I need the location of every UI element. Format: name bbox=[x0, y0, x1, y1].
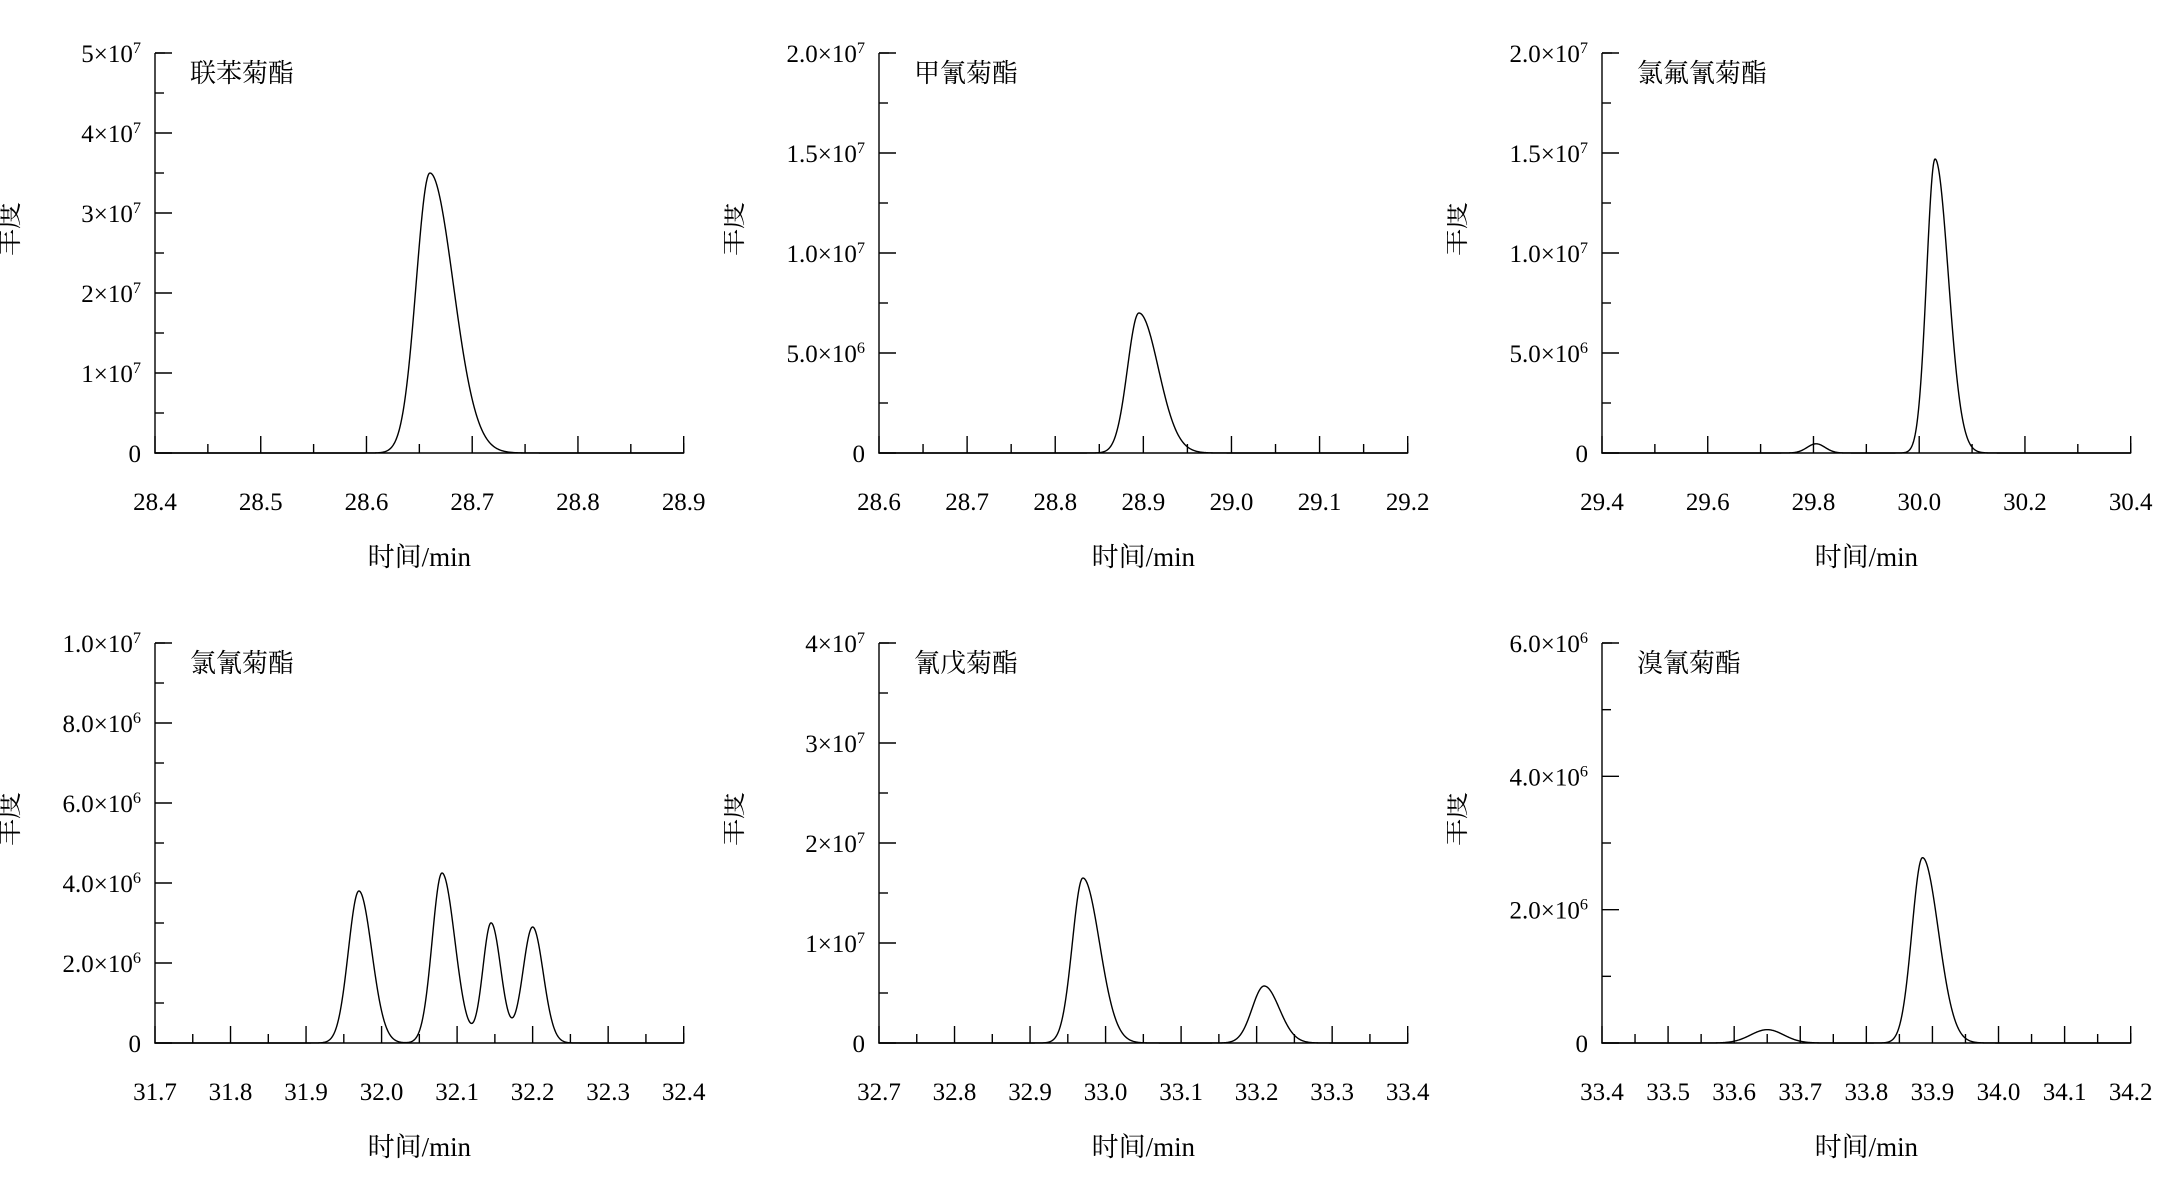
svg-text:32.2: 32.2 bbox=[511, 1078, 555, 1105]
svg-text:丰度: 丰度 bbox=[1447, 202, 1471, 256]
svg-text:33.2: 33.2 bbox=[1234, 1078, 1278, 1105]
svg-text:28.5: 28.5 bbox=[239, 489, 283, 516]
svg-text:4.0×106: 4.0×106 bbox=[63, 868, 141, 897]
svg-text:33.1: 33.1 bbox=[1159, 1078, 1203, 1105]
svg-text:丰度: 丰度 bbox=[724, 202, 748, 256]
svg-text:32.1: 32.1 bbox=[435, 1078, 479, 1105]
svg-text:29.2: 29.2 bbox=[1386, 489, 1430, 516]
svg-text:33.4: 33.4 bbox=[1386, 1078, 1430, 1105]
svg-text:氯氟氰菊酯: 氯氟氰菊酯 bbox=[1637, 59, 1767, 88]
svg-text:29.8: 29.8 bbox=[1792, 489, 1836, 516]
svg-text:31.9: 31.9 bbox=[284, 1078, 328, 1105]
svg-text:1.0×107: 1.0×107 bbox=[63, 629, 141, 658]
svg-text:时间/min: 时间/min bbox=[1091, 1131, 1195, 1161]
svg-text:1.5×107: 1.5×107 bbox=[786, 139, 864, 168]
svg-text:32.7: 32.7 bbox=[857, 1078, 901, 1105]
svg-text:28.7: 28.7 bbox=[450, 489, 494, 516]
svg-text:1.0×107: 1.0×107 bbox=[786, 239, 864, 268]
svg-text:31.8: 31.8 bbox=[209, 1078, 253, 1105]
svg-text:时间/min: 时间/min bbox=[1091, 542, 1195, 572]
svg-text:28.7: 28.7 bbox=[945, 489, 989, 516]
svg-text:34.2: 34.2 bbox=[2109, 1078, 2153, 1105]
svg-text:时间/min: 时间/min bbox=[368, 1131, 472, 1161]
svg-text:联苯菊酯: 联苯菊酯 bbox=[190, 59, 294, 88]
svg-text:时间/min: 时间/min bbox=[1815, 542, 1919, 572]
svg-text:29.0: 29.0 bbox=[1209, 489, 1253, 516]
svg-text:1×107: 1×107 bbox=[805, 928, 865, 957]
svg-text:0: 0 bbox=[1576, 441, 1589, 468]
svg-text:28.9: 28.9 bbox=[662, 489, 706, 516]
svg-text:2.0×107: 2.0×107 bbox=[1510, 39, 1588, 68]
svg-text:33.9: 33.9 bbox=[1911, 1078, 1955, 1105]
svg-text:丰度: 丰度 bbox=[724, 792, 748, 846]
svg-text:31.7: 31.7 bbox=[133, 1078, 177, 1105]
svg-text:29.4: 29.4 bbox=[1581, 489, 1625, 516]
svg-text:32.9: 32.9 bbox=[1008, 1078, 1052, 1105]
svg-text:32.4: 32.4 bbox=[662, 1078, 706, 1105]
svg-text:3×107: 3×107 bbox=[805, 729, 865, 758]
svg-text:8.0×106: 8.0×106 bbox=[63, 709, 141, 738]
svg-text:34.0: 34.0 bbox=[1977, 1078, 2021, 1105]
svg-text:33.6: 33.6 bbox=[1713, 1078, 1757, 1105]
svg-text:6.0×106: 6.0×106 bbox=[63, 789, 141, 818]
svg-text:34.1: 34.1 bbox=[2043, 1078, 2087, 1105]
svg-text:3×107: 3×107 bbox=[81, 199, 141, 228]
svg-text:4.0×106: 4.0×106 bbox=[1510, 762, 1588, 791]
svg-text:28.4: 28.4 bbox=[133, 489, 177, 516]
svg-text:29.6: 29.6 bbox=[1686, 489, 1730, 516]
svg-text:32.0: 32.0 bbox=[360, 1078, 404, 1105]
svg-text:5.0×106: 5.0×106 bbox=[786, 339, 864, 368]
svg-text:1.0×107: 1.0×107 bbox=[1510, 239, 1588, 268]
svg-text:氯氰菊酯: 氯氰菊酯 bbox=[190, 649, 294, 678]
svg-text:33.5: 33.5 bbox=[1647, 1078, 1691, 1105]
svg-text:2.0×106: 2.0×106 bbox=[63, 948, 141, 977]
svg-text:2×107: 2×107 bbox=[81, 279, 141, 308]
svg-text:28.6: 28.6 bbox=[857, 489, 901, 516]
svg-text:33.0: 33.0 bbox=[1083, 1078, 1127, 1105]
svg-text:33.4: 33.4 bbox=[1581, 1078, 1625, 1105]
svg-text:28.8: 28.8 bbox=[556, 489, 600, 516]
svg-text:0: 0 bbox=[852, 441, 865, 468]
svg-text:6.0×106: 6.0×106 bbox=[1510, 629, 1588, 658]
svg-text:丰度: 丰度 bbox=[0, 792, 24, 846]
svg-text:4×107: 4×107 bbox=[805, 629, 865, 658]
svg-text:28.6: 28.6 bbox=[345, 489, 389, 516]
svg-text:32.3: 32.3 bbox=[586, 1078, 630, 1105]
svg-text:1.5×107: 1.5×107 bbox=[1510, 139, 1588, 168]
svg-text:30.4: 30.4 bbox=[2109, 489, 2153, 516]
svg-text:2.0×107: 2.0×107 bbox=[786, 39, 864, 68]
svg-text:丰度: 丰度 bbox=[1447, 792, 1471, 846]
svg-text:33.3: 33.3 bbox=[1310, 1078, 1354, 1105]
svg-text:30.0: 30.0 bbox=[1898, 489, 1942, 516]
svg-text:溴氰菊酯: 溴氰菊酯 bbox=[1637, 649, 1741, 678]
svg-text:30.2: 30.2 bbox=[2003, 489, 2047, 516]
svg-text:2.0×106: 2.0×106 bbox=[1510, 895, 1588, 924]
svg-text:2×107: 2×107 bbox=[805, 829, 865, 858]
svg-text:0: 0 bbox=[128, 441, 141, 468]
svg-text:4×107: 4×107 bbox=[81, 119, 141, 148]
svg-text:甲氰菊酯: 甲氰菊酯 bbox=[914, 59, 1018, 88]
svg-text:丰度: 丰度 bbox=[0, 202, 24, 256]
svg-text:1×107: 1×107 bbox=[81, 359, 141, 388]
svg-text:28.9: 28.9 bbox=[1121, 489, 1165, 516]
svg-text:0: 0 bbox=[852, 1030, 865, 1057]
svg-text:5×107: 5×107 bbox=[81, 39, 141, 68]
svg-text:5.0×106: 5.0×106 bbox=[1510, 339, 1588, 368]
svg-text:29.1: 29.1 bbox=[1297, 489, 1341, 516]
svg-text:氰戊菊酯: 氰戊菊酯 bbox=[914, 649, 1018, 678]
svg-text:28.8: 28.8 bbox=[1033, 489, 1077, 516]
svg-text:时间/min: 时间/min bbox=[368, 542, 472, 572]
svg-text:32.8: 32.8 bbox=[932, 1078, 976, 1105]
svg-text:时间/min: 时间/min bbox=[1815, 1131, 1919, 1161]
svg-text:0: 0 bbox=[1576, 1030, 1589, 1057]
svg-text:33.8: 33.8 bbox=[1845, 1078, 1889, 1105]
svg-text:0: 0 bbox=[128, 1030, 141, 1057]
svg-text:33.7: 33.7 bbox=[1779, 1078, 1823, 1105]
